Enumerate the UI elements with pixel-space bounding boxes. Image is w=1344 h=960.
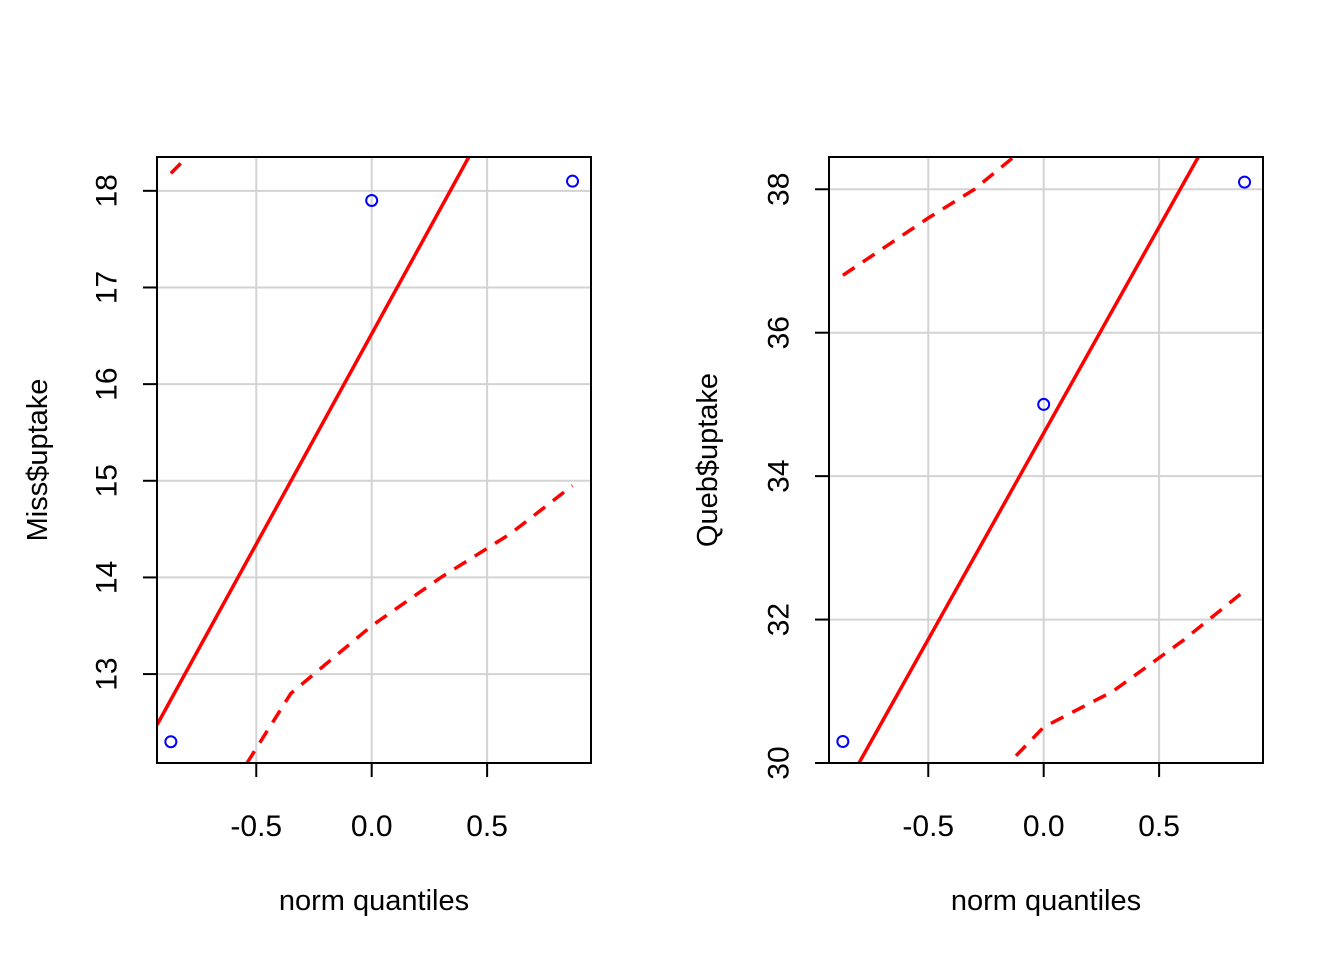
- y-tick-label: 13: [91, 657, 124, 690]
- qq-plot-miss: -0.5 0.0 0.5 13 14 15 16 17 18 norm quantiles Miss…: [22, 156, 592, 917]
- x-tick-label: 0.0: [351, 810, 393, 843]
- y-tick-label: 18: [90, 174, 123, 207]
- data-point: [836, 734, 850, 748]
- envelope-lower-line: [245, 484, 574, 763]
- x-tick-label: 0.0: [1023, 810, 1065, 843]
- data-point: [365, 193, 379, 207]
- y-tick-label: 32: [763, 603, 796, 636]
- x-axis-title: norm quantiles: [951, 885, 1141, 917]
- y-tick-label: 36: [763, 316, 796, 349]
- y-axis-title: Queb$uptake: [692, 373, 724, 547]
- y-tick-label: 38: [763, 173, 796, 206]
- data-point: [1238, 175, 1252, 189]
- y-tick-label: 34: [763, 459, 796, 492]
- data-point: [566, 174, 580, 188]
- envelope-lower-line: [1014, 589, 1246, 758]
- reference-line: [857, 157, 1201, 763]
- plot-area: [157, 157, 574, 763]
- y-axis-title: Miss$uptake: [22, 379, 54, 542]
- data-point: [1037, 397, 1051, 411]
- y-tick-label: 15: [91, 464, 124, 497]
- x-tick-label: 0.5: [1138, 810, 1180, 843]
- x-axis-title: norm quantiles: [279, 885, 469, 917]
- qq-plot-queb: -0.5 0.0 0.5 30 32 34 36 38 norm quantiles Queb$u…: [692, 156, 1264, 917]
- envelope-upper-line: [841, 157, 1015, 277]
- data-point: [164, 735, 178, 749]
- envelope-upper-line: [169, 157, 189, 175]
- y-tick-label: 30: [763, 746, 796, 779]
- reference-line: [157, 157, 471, 726]
- x-tick-label: -0.5: [902, 810, 954, 843]
- y-tick-label: 14: [91, 561, 124, 594]
- plot-frame: [828, 156, 1264, 764]
- x-tick-label: 0.5: [466, 810, 508, 843]
- plot-frame: [156, 156, 592, 764]
- x-tick-label: -0.5: [230, 810, 282, 843]
- y-tick-label: 16: [91, 367, 124, 400]
- plot-area: [841, 157, 1246, 763]
- y-tick-label: 17: [91, 271, 124, 304]
